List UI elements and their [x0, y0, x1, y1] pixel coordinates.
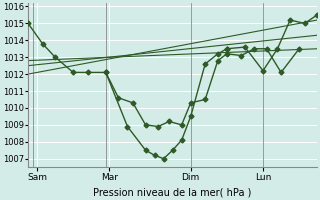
X-axis label: Pression niveau de la mer( hPa ): Pression niveau de la mer( hPa ) — [93, 187, 252, 197]
